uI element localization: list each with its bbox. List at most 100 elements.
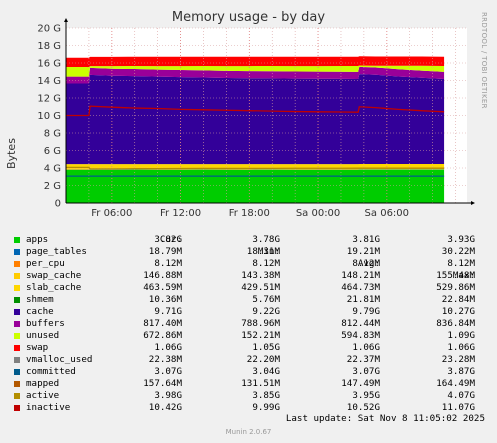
legend-cur: 3.82G xyxy=(154,234,182,245)
y-tick-label: 2 G xyxy=(44,181,61,192)
legend-min: 3.78G xyxy=(252,234,280,245)
legend-swatch xyxy=(14,393,20,399)
legend-row-committed: committed 3.07G 3.04G 3.07G 3.87G xyxy=(10,366,475,378)
legend-name: buffers xyxy=(26,318,65,329)
y-axis-arrow xyxy=(64,18,68,22)
legend-min: 22.20M xyxy=(246,354,280,365)
y-tick-label: 20 G xyxy=(37,24,61,35)
legend-header-max: Max: xyxy=(452,270,475,281)
legend-min: 143.38M xyxy=(241,270,280,281)
legend-swatch xyxy=(14,405,20,411)
legend-min: 429.51M xyxy=(241,282,280,293)
legend-row-active: active 3.98G 3.85G 3.95G 4.07G xyxy=(10,390,475,402)
legend-name: committed xyxy=(26,366,76,377)
legend-max: 22.84M xyxy=(441,294,475,305)
y-tick-label: 12 G xyxy=(37,94,61,105)
legend-row-slab-cache: slab_cache 463.59M 429.51M 464.73M 529.86M xyxy=(10,282,475,294)
y-tick-label: 8 G xyxy=(44,129,61,140)
area-swap xyxy=(66,56,445,68)
legend-name: swap_cache xyxy=(26,270,82,281)
line-active xyxy=(66,166,445,170)
legend-swatch xyxy=(14,345,20,351)
legend-name: slab_cache xyxy=(26,282,82,293)
legend-swatch xyxy=(14,321,20,327)
line-inactive xyxy=(66,105,445,117)
legend-avg: 8.12M xyxy=(352,258,380,269)
legend-cur: 672.86M xyxy=(143,330,182,341)
legend-max: 3.93G xyxy=(447,234,475,245)
legend-avg: 464.73M xyxy=(341,282,380,293)
legend-swatch xyxy=(14,261,20,267)
legend-avg: 10.52G xyxy=(346,402,380,413)
legend-avg: 3.07G xyxy=(352,366,380,377)
legend-min: 152.21M xyxy=(241,330,280,341)
legend-cur: 1.06G xyxy=(154,342,182,353)
legend-max: 11.07G xyxy=(441,402,475,413)
legend-swatch xyxy=(14,357,20,363)
y-tick-label: 18 G xyxy=(37,41,61,52)
legend-row-apps: apps 3.82G 3.78G 3.81G 3.93G xyxy=(10,234,475,246)
legend-avg: 148.21M xyxy=(341,270,380,281)
legend-swatch xyxy=(14,369,20,375)
legend-row-vmalloc-used: vmalloc_used 22.38M 22.20M 22.37M 23.28M xyxy=(10,354,475,366)
legend-avg: 147.49M xyxy=(341,378,380,389)
y-tick-label: 0 xyxy=(55,199,61,210)
y-tick-label: 4 G xyxy=(44,164,61,175)
x-axis-arrow xyxy=(471,201,475,205)
legend-row-swap: swap 1.06G 1.05G 1.06G 1.06G xyxy=(10,342,475,354)
legend-cur: 3.07G xyxy=(154,366,182,377)
legend-header-cur: Cur: xyxy=(159,234,182,245)
legend-cur: 3.98G xyxy=(154,390,182,401)
legend-min: 3.85G xyxy=(252,390,280,401)
legend-name: active xyxy=(26,390,60,401)
legend-min: 788.96M xyxy=(241,318,280,329)
x-tick-label: Fr 18:00 xyxy=(229,208,270,219)
legend-name: shmem xyxy=(26,294,54,305)
x-tick-label: Fr 12:00 xyxy=(160,208,201,219)
y-tick-label: 10 G xyxy=(37,111,61,122)
legend-min: 9.99G xyxy=(252,402,280,413)
legend-row-page-tables: page_tables 18.79M 18.31M 19.21M 30.22M xyxy=(10,246,475,258)
legend-header: Cur: Min: Avg: Max: xyxy=(10,222,475,281)
legend-name: apps xyxy=(26,234,49,245)
legend-avg: 3.95G xyxy=(352,390,380,401)
legend-max: 164.49M xyxy=(436,378,475,389)
legend-swatch xyxy=(14,333,20,339)
legend-avg: 3.81G xyxy=(352,234,380,245)
legend-cur: 157.64M xyxy=(143,378,182,389)
legend-max: 8.12M xyxy=(447,258,475,269)
legend-max: 1.06G xyxy=(447,342,475,353)
legend: Cur: Min: Avg: Max: apps 3.82G 3.78G 3.81G 3… xyxy=(10,222,475,414)
legend-swatch xyxy=(14,273,20,279)
legend-avg: 1.06G xyxy=(352,342,380,353)
legend-max: 23.28M xyxy=(441,354,475,365)
legend-min: 8.12M xyxy=(252,258,280,269)
legend-avg: 22.37M xyxy=(346,354,380,365)
y-tick-label: 14 G xyxy=(37,76,61,87)
chart-svg: 0 2 G 4 G 6 G 8 G 10 G 12 G 14 G 16 G 18 G 20 G Fr … xyxy=(37,18,475,219)
legend-name: vmalloc_used xyxy=(26,354,93,365)
legend-name: cache xyxy=(26,306,54,317)
area-apps xyxy=(66,169,445,203)
rrdtool-credit: RRDTOOL / TOBI OETIKER xyxy=(480,12,488,109)
x-tick-label: Fr 06:00 xyxy=(91,208,132,219)
legend-cur: 463.59M xyxy=(143,282,182,293)
area-unused xyxy=(66,65,445,77)
legend-cur: 8.12M xyxy=(154,258,182,269)
legend-avg: 812.44M xyxy=(341,318,380,329)
legend-name: swap xyxy=(26,342,49,353)
legend-swatch xyxy=(14,237,20,243)
legend-min: 5.76M xyxy=(252,294,280,305)
legend-name: unused xyxy=(26,330,60,341)
legend-avg: 19.21M xyxy=(346,246,380,257)
legend-avg: 21.81M xyxy=(346,294,380,305)
legend-max: 155.48M xyxy=(436,270,475,281)
legend-name: per_cpu xyxy=(26,258,65,269)
legend-max: 529.86M xyxy=(436,282,475,293)
legend-rows: apps 3.82G 3.78G 3.81G 3.93G page_tables 18.79… xyxy=(10,234,475,414)
legend-min: 131.51M xyxy=(241,378,280,389)
legend-min: 9.22G xyxy=(252,306,280,317)
legend-max: 10.27G xyxy=(441,306,475,317)
legend-cur: 10.36M xyxy=(148,294,182,305)
